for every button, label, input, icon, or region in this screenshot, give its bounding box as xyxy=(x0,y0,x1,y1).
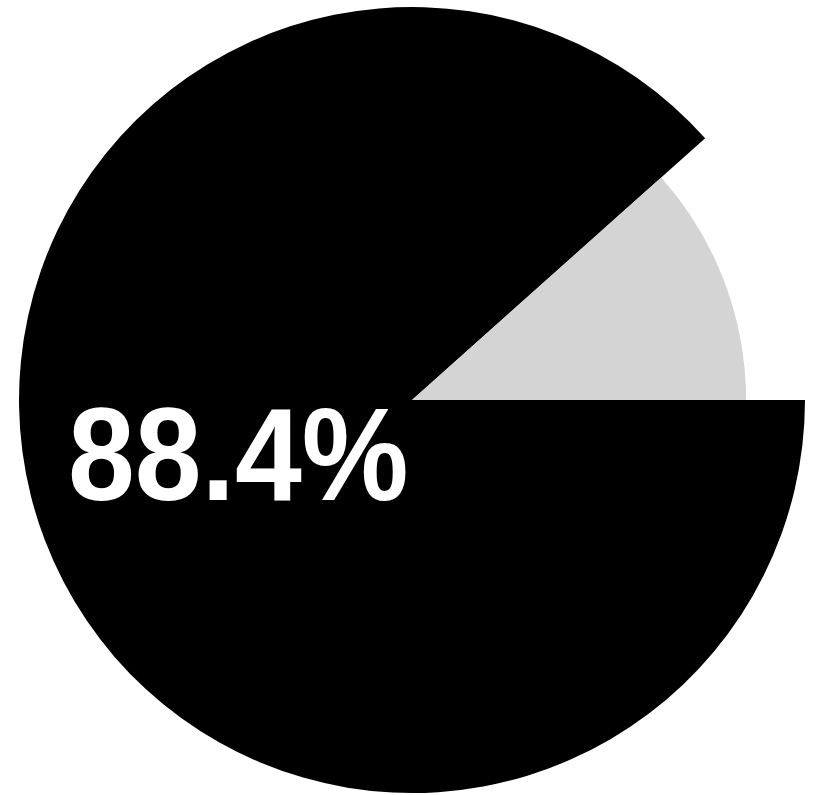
pie-slice xyxy=(412,178,746,400)
pie-slice xyxy=(19,7,805,793)
data-labels: 88.4% xyxy=(68,381,409,528)
pie-group xyxy=(19,7,805,793)
data-label: 88.4% xyxy=(68,381,409,528)
chart-svg: 88.4% xyxy=(0,0,815,795)
chart-container: 88.4% xyxy=(0,0,815,795)
